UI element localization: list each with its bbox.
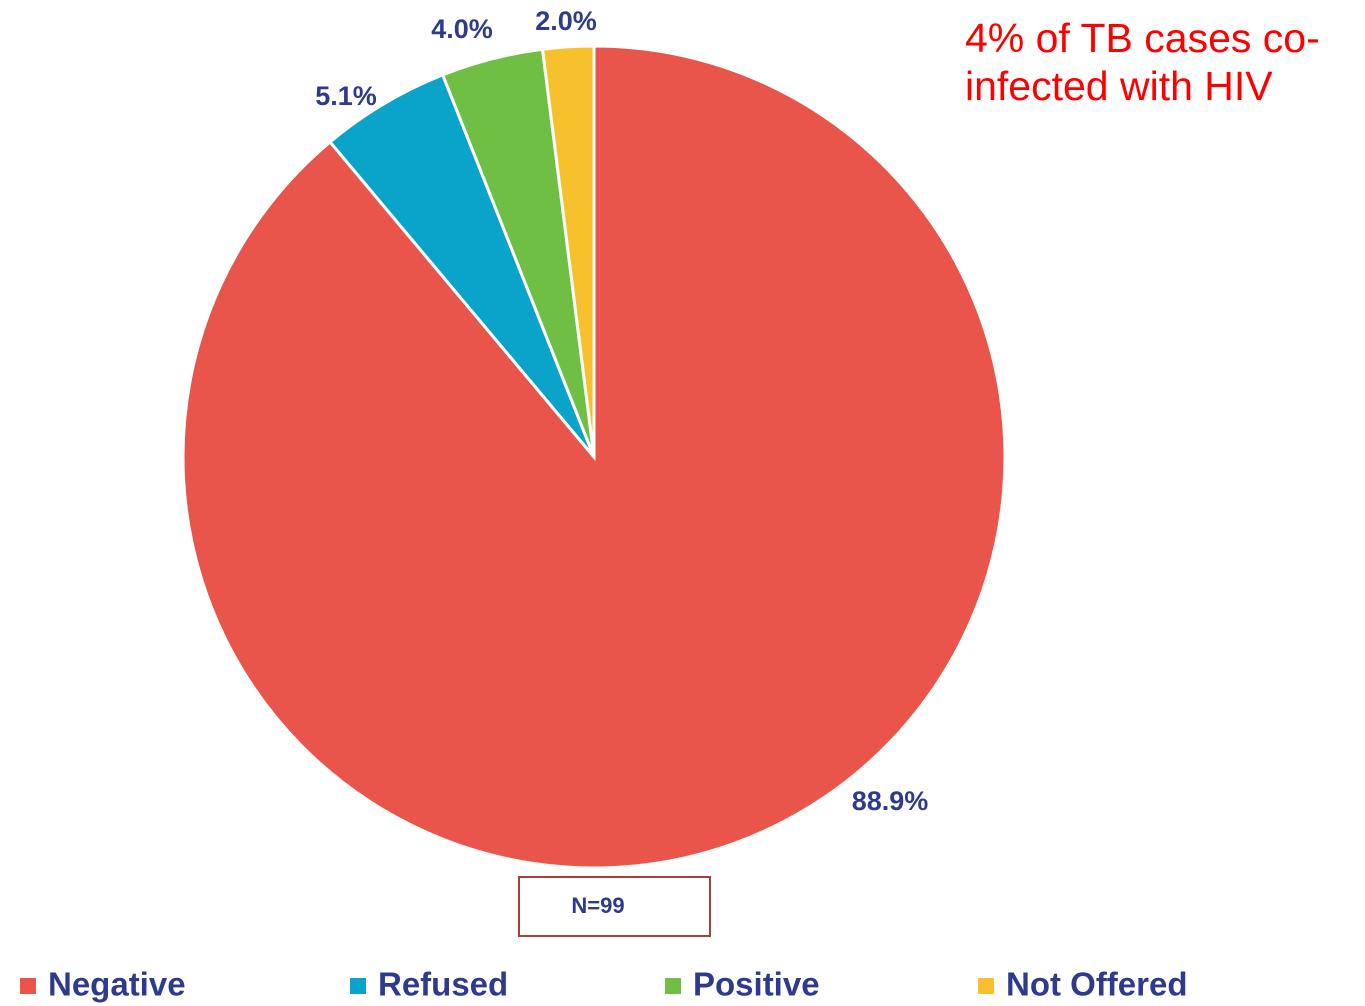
annotation: 4% of TB cases co-infected with HIV bbox=[965, 15, 1320, 109]
legend-label: Not Offered bbox=[1006, 966, 1188, 1003]
value-label: 88.9% bbox=[852, 786, 929, 816]
legend-swatch bbox=[978, 978, 994, 994]
legend-swatch bbox=[20, 978, 36, 994]
value-label: 5.1% bbox=[315, 81, 377, 111]
n-box bbox=[518, 876, 711, 937]
value-label: 4.0% bbox=[431, 14, 493, 44]
pie bbox=[181, 44, 1007, 870]
n-label: N=99 bbox=[571, 893, 624, 918]
value-label: 2.0% bbox=[535, 6, 597, 36]
legend-label: Negative bbox=[48, 966, 186, 1003]
legend-swatch bbox=[665, 978, 681, 994]
legend-label: Positive bbox=[693, 966, 820, 1003]
legend-label: Refused bbox=[378, 966, 508, 1003]
slice bbox=[540, 44, 596, 458]
legend-swatch bbox=[350, 978, 366, 994]
